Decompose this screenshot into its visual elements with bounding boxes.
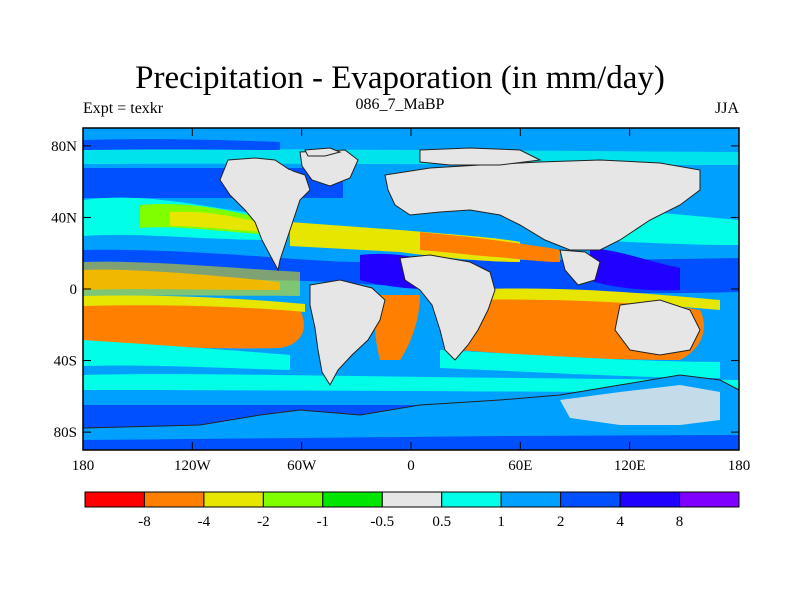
latitude-axis: 80N 40N 0 40S 80S xyxy=(51,139,739,441)
legend-label: 1 xyxy=(497,514,505,530)
legend-swatch xyxy=(322,491,383,508)
legend-swatch xyxy=(84,491,145,508)
lat-tick-label: 40S xyxy=(54,354,77,370)
legend-swatch xyxy=(262,491,324,508)
legend-swatch xyxy=(381,491,443,508)
legend-label: 8 xyxy=(676,514,684,530)
longitude-axis: 180 120W 60W 0 60E 120E 180 xyxy=(72,128,751,474)
legend-label: 4 xyxy=(616,514,624,530)
legend-swatch xyxy=(203,491,264,508)
lon-tick-label: 120E xyxy=(614,458,646,474)
legend-label: 0.5 xyxy=(432,514,451,530)
legend-label: 2 xyxy=(557,514,565,530)
legend-label: -1 xyxy=(317,514,330,530)
lon-tick-label: 60W xyxy=(287,458,317,474)
legend-label: -4 xyxy=(198,514,211,530)
lon-tick-label: 180 xyxy=(728,458,751,474)
legend-swatch xyxy=(441,491,502,508)
legend-swatch xyxy=(679,491,740,508)
season-label: JJA xyxy=(714,100,739,117)
lat-tick-label: 0 xyxy=(70,282,78,298)
lon-tick-label: 180 xyxy=(72,458,95,474)
lon-tick-label: 0 xyxy=(407,458,415,474)
lon-tick-label: 60E xyxy=(508,458,532,474)
lat-tick-label: 80N xyxy=(51,139,77,155)
lat-tick-label: 40N xyxy=(51,210,77,226)
legend-swatch xyxy=(143,491,205,508)
legend-label: -0.5 xyxy=(370,514,394,530)
legend-swatch xyxy=(619,491,681,508)
lon-tick-label: 120W xyxy=(174,458,212,474)
legend-swatch xyxy=(500,491,562,508)
legend-label: -8 xyxy=(138,514,151,530)
plot-title: Precipitation - Evaporation (in mm/day) xyxy=(135,60,665,96)
land-masks xyxy=(83,147,739,450)
lat-tick-label: 80S xyxy=(54,425,77,441)
period-label: 086_7_MaBP xyxy=(355,96,445,113)
legend-swatch xyxy=(560,491,621,508)
experiment-label: Expt = texkr xyxy=(83,100,164,117)
legend-label: -2 xyxy=(257,514,270,530)
color-legend: -8 -4 -2 -1 -0.5 0.5 1 2 4 8 xyxy=(84,491,740,530)
